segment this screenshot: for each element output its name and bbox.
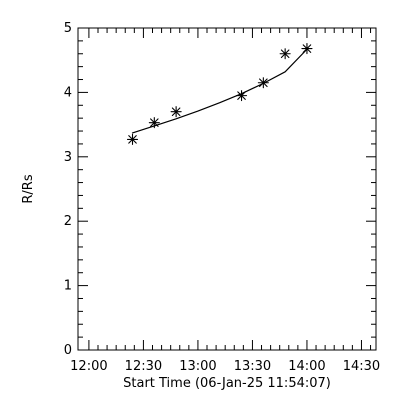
fit-line-layer [131,48,308,134]
plot-frame [77,27,377,351]
y-axis-label: R/Rs [21,174,36,203]
x-tick-label: 14:30 [343,359,380,374]
data-point [148,117,160,129]
x-tick-label: 13:00 [179,359,216,374]
x-tick-label: 12:00 [70,359,107,374]
data-point [126,133,139,145]
x-tick-label: 13:30 [234,359,271,374]
y-tick-label: 3 [64,150,72,165]
data-point [257,77,269,89]
x-tick-label: 12:30 [125,359,162,374]
data-point-stroke [171,107,181,117]
y-tick-label: 4 [64,85,72,100]
data-point [279,48,291,60]
y-tick-labels: 0 1 2 3 4 5 [64,21,72,358]
y-ticks [78,27,376,351]
data-point-stroke [237,91,246,100]
data-point-stroke [259,78,268,88]
data-point-stroke [128,135,137,144]
y-tick-label: 2 [64,214,72,229]
fit-line [131,48,308,134]
x-axis-label: Start Time (06-Jan-25 11:54:07) [123,376,331,391]
data-points-layer [126,43,313,145]
data-point-stroke [150,118,159,127]
x-tick-label: 14:00 [288,359,325,374]
data-point-stroke [280,49,290,59]
y-tick-label: 1 [64,279,72,294]
x-ticks [88,28,372,350]
data-point [170,106,182,118]
x-tick-labels: 12:00 12:30 13:00 13:30 14:00 14:30 [70,359,380,374]
y-tick-label: 0 [64,343,72,358]
data-point [235,90,248,102]
y-tick-label: 5 [64,21,72,36]
data-point [301,43,313,55]
data-point-stroke [302,44,312,53]
